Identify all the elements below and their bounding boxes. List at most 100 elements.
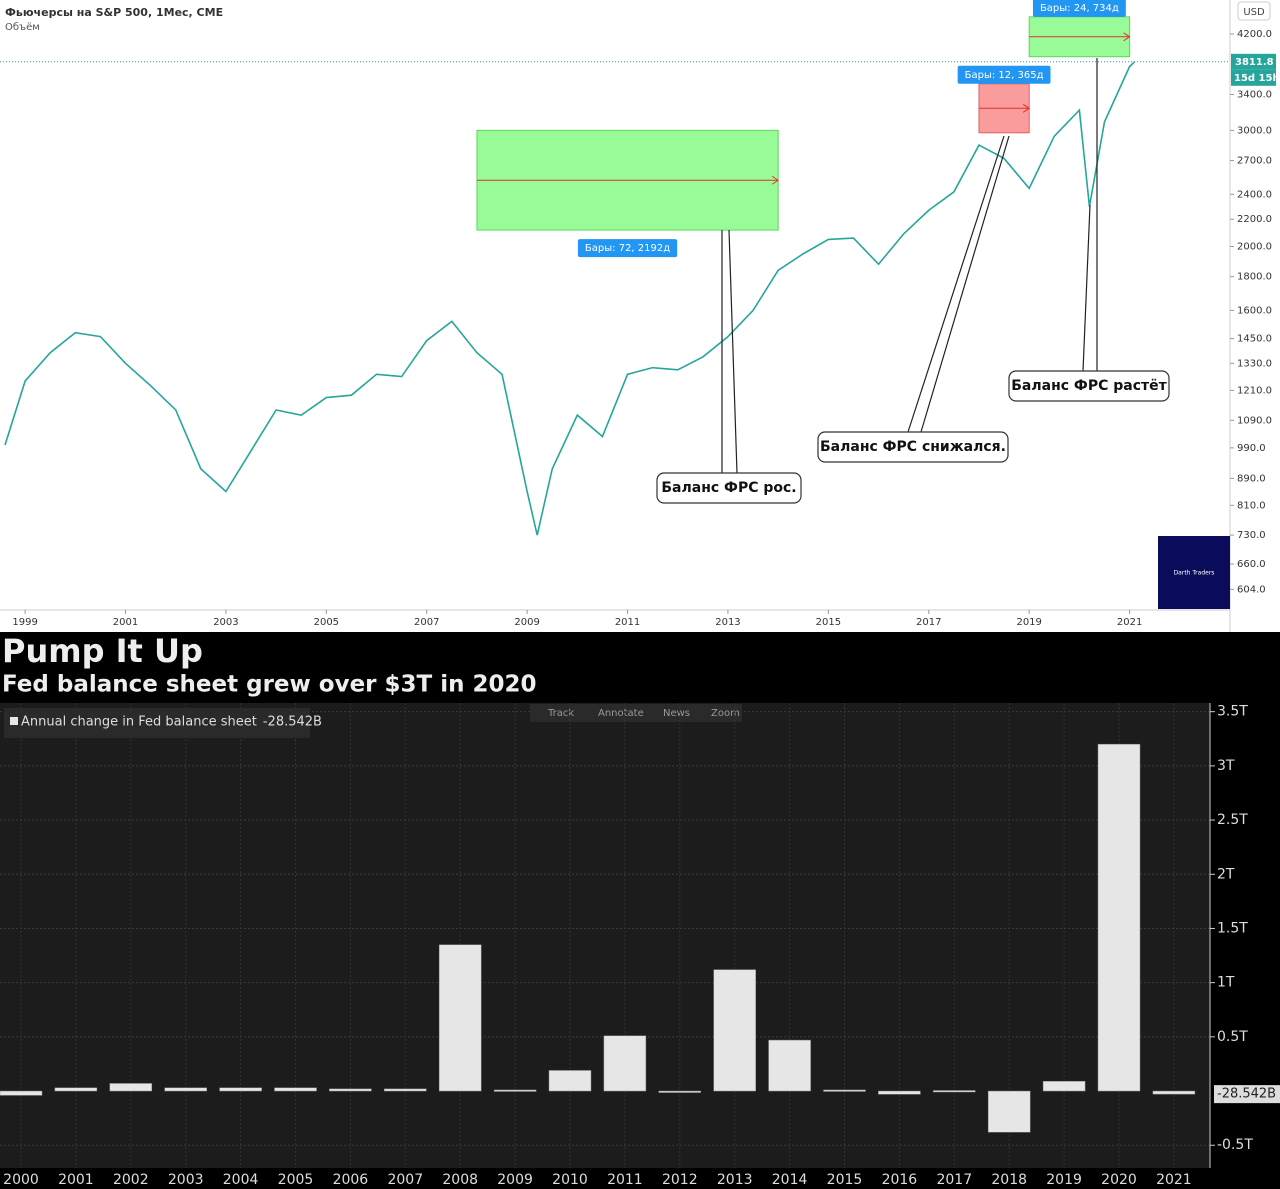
current-price-box (1231, 53, 1276, 70)
x-tick-label: 2000 (3, 1172, 39, 1188)
x-tick-label: 2021 (1156, 1172, 1192, 1188)
y-tick-label: 1T (1217, 975, 1235, 991)
y-tick-label: 2.5T (1217, 812, 1248, 828)
last-value-label: -28.542B (1217, 1087, 1276, 1102)
x-tick-label: 2007 (387, 1172, 423, 1188)
x-tick-label: 2005 (278, 1172, 314, 1188)
callout: Баланс ФРС растёт (1008, 58, 1170, 402)
bar (987, 1090, 1031, 1133)
x-tick-label: 2021 (1117, 617, 1142, 628)
x-tick-label: 2013 (715, 617, 740, 628)
y-tick-label: 3.5T (1217, 704, 1248, 720)
legend-box (4, 708, 310, 738)
y-tick-label: 1800.0 (1237, 272, 1272, 283)
y-tick-label: -0.5T (1217, 1137, 1253, 1153)
y-tick-label: 3T (1217, 758, 1235, 774)
x-tick-label: 2009 (497, 1172, 533, 1188)
chart-title: Pump It Up (2, 632, 203, 670)
bar (878, 1090, 921, 1095)
bar (548, 1070, 592, 1092)
toolbar-button[interactable]: Track (547, 708, 574, 719)
y-tick-label: 1.5T (1217, 920, 1248, 936)
y-tick-label: 1090.0 (1237, 415, 1272, 426)
volume-label: Объём (5, 22, 40, 33)
x-tick-label: 2016 (882, 1172, 918, 1188)
y-tick-label: 2T (1217, 866, 1235, 882)
y-tick-label: 1330.0 (1237, 358, 1272, 369)
y-tick-label: 810.0 (1237, 500, 1266, 511)
y-tick-label: 730.0 (1237, 530, 1266, 541)
bar (1097, 743, 1141, 1092)
bar (438, 944, 482, 1092)
y-tick-label: 1210.0 (1237, 385, 1272, 396)
range-label-box (1032, 0, 1126, 17)
y-tick-label: 660.0 (1237, 559, 1266, 570)
toolbar-button[interactable]: Zoom (711, 708, 740, 719)
x-tick-label: 2014 (772, 1172, 808, 1188)
bar (768, 1039, 811, 1092)
bar (1152, 1090, 1196, 1095)
watermark: Darth Traders (1174, 570, 1215, 577)
callout-pointer (728, 229, 738, 474)
x-tick-label: 2017 (916, 617, 941, 628)
range-arrowhead (1022, 103, 1031, 113)
y-tick-label: 1450.0 (1237, 334, 1272, 345)
callout: Баланс ФРС рос. (656, 229, 802, 504)
y-tick-label: 2400.0 (1237, 189, 1272, 200)
callout: Баланс ФРС снижался. (817, 135, 1010, 463)
callout-pointer (920, 135, 1010, 433)
callout-box (817, 431, 1009, 463)
range-label-box (577, 239, 678, 258)
bar (933, 1090, 976, 1093)
currency[interactable]: USD (1243, 7, 1265, 18)
x-tick-label: 2015 (816, 617, 841, 628)
x-tick-label: 2001 (58, 1172, 94, 1188)
x-tick-label: 2020 (1101, 1172, 1137, 1188)
x-tick-label: 2019 (1016, 617, 1041, 628)
x-tick-label: 2012 (662, 1172, 698, 1188)
price-line (4, 61, 1136, 536)
y-tick-label: 2000.0 (1237, 241, 1272, 252)
range-arrowhead (1123, 32, 1131, 42)
callout-pointer (907, 135, 1005, 433)
range-arrowhead (771, 175, 780, 185)
x-tick-label: 2015 (827, 1172, 863, 1188)
y-tick-label: 890.0 (1237, 473, 1266, 484)
x-tick-label: 2017 (936, 1172, 972, 1188)
toolbar-button[interactable]: News (663, 708, 690, 719)
x-tick-label: 2005 (314, 617, 339, 628)
range-label: Бары: 72, 2192д (585, 243, 670, 254)
legend-swatch (10, 717, 18, 725)
toolbar-button[interactable]: Annotate (598, 708, 644, 719)
y-tick-label: 990.0 (1237, 443, 1266, 454)
bar (713, 969, 756, 1092)
legend-value: -28.542B (263, 715, 322, 730)
range-label: Бары: 24, 734д (1040, 3, 1119, 14)
callout-text: Баланс ФРС снижался. (820, 439, 1006, 455)
bar (658, 1090, 702, 1093)
countdown-label: 15d 15h (1234, 73, 1280, 84)
bar (1042, 1081, 1086, 1092)
x-tick-label: 2004 (223, 1172, 259, 1188)
callout-box (1008, 370, 1170, 402)
callout-pointer (1082, 204, 1091, 372)
bottom-chart: -0.5T 0.5T 1T 1.5T 2T 2.5T 3T 3.5T Track Annotate… (0, 703, 1280, 1188)
y-tick-label: 4200.0 (1237, 29, 1272, 40)
bar (274, 1087, 317, 1092)
watermark-box (1158, 536, 1230, 609)
x-tick-label: 2019 (1046, 1172, 1082, 1188)
bar (823, 1089, 866, 1092)
bar (164, 1087, 207, 1092)
bar (109, 1083, 153, 1092)
bar (329, 1088, 372, 1092)
y-tick-label: 0.5T (1217, 1029, 1248, 1045)
bar (219, 1087, 262, 1092)
x-tick-label: 2006 (333, 1172, 369, 1188)
current-price-label: 3811.8 (1235, 57, 1274, 68)
legend-label: Annual change in Fed balance sheet (21, 715, 257, 730)
countdown-box (1231, 69, 1276, 86)
currency-button[interactable] (1237, 1, 1271, 21)
range-label: Бары: 12, 365д (965, 70, 1044, 81)
callout-box (656, 472, 802, 504)
